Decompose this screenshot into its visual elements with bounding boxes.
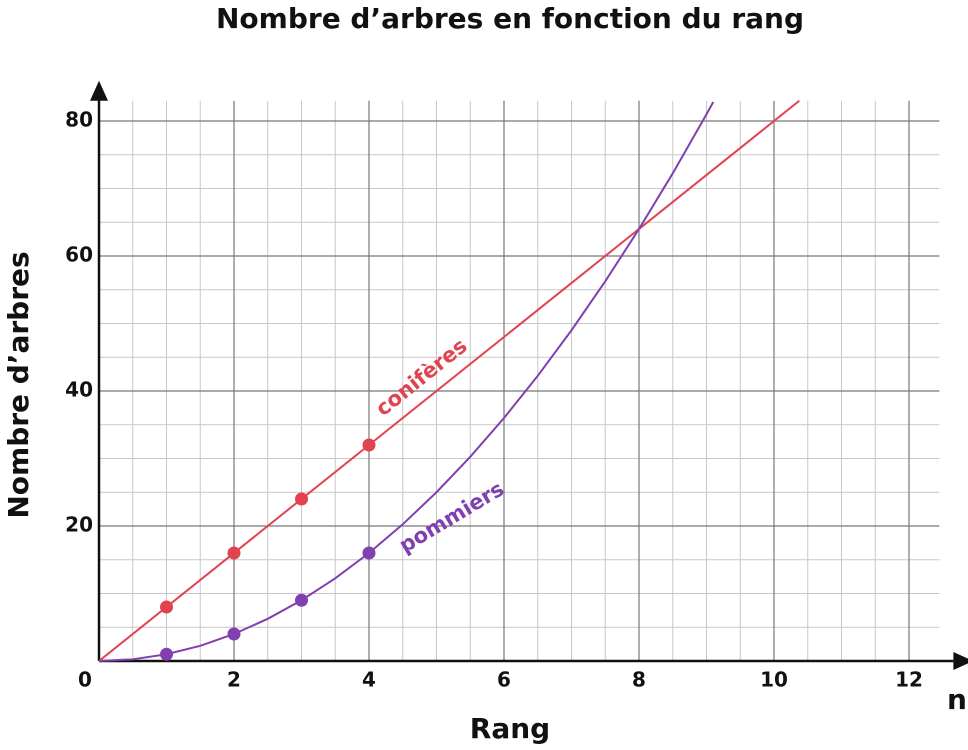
x-tick-label: 10 <box>760 668 788 692</box>
y-tick-label: 60 <box>65 243 93 267</box>
data-point <box>160 647 173 661</box>
x-axis-label: Rang <box>470 712 550 745</box>
x-tick-label: 12 <box>895 668 923 692</box>
x-tick-label: 6 <box>497 668 511 692</box>
series-label: conifères <box>371 334 471 421</box>
x-tick-label: 4 <box>362 668 376 692</box>
data-point <box>362 438 376 452</box>
data-point <box>227 627 241 641</box>
series-label: pommiers <box>395 477 508 558</box>
chart-title: Nombre d’arbres en fonction du rang <box>216 2 804 35</box>
x-tick-label: 2 <box>227 668 241 692</box>
y-tick-label: 20 <box>65 513 93 537</box>
x-tick-label: 0 <box>78 668 92 692</box>
series-curve <box>98 99 800 662</box>
data-point <box>295 492 308 506</box>
y-tick-label: 40 <box>65 378 93 402</box>
y-axis-arrow <box>90 80 108 101</box>
x-axis-symbol: n <box>947 683 967 716</box>
y-axis-label: Nombre d’arbres <box>2 251 35 518</box>
x-tick-label: 8 <box>632 668 646 692</box>
y-tick-label: 80 <box>65 108 93 132</box>
data-point <box>362 546 376 560</box>
series-curve <box>98 101 715 662</box>
data-point <box>160 600 173 614</box>
data-point <box>227 546 241 560</box>
x-axis-arrow <box>953 652 968 670</box>
data-point <box>295 593 308 607</box>
